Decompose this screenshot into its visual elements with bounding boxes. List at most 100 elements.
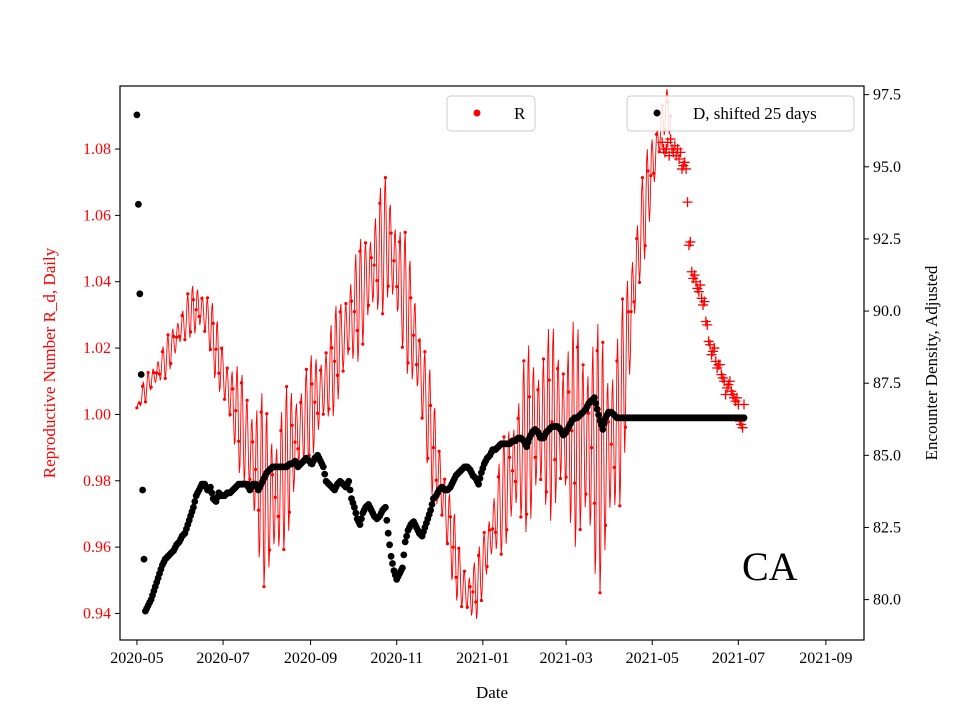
- d-point: [593, 405, 601, 413]
- r-plus-marker: [739, 399, 749, 410]
- r-point: [245, 398, 249, 402]
- r-point: [149, 385, 153, 389]
- r-plus-marker: [699, 296, 710, 307]
- left-tick-label: 0.94: [83, 605, 111, 622]
- r-point: [437, 449, 441, 453]
- r-point: [556, 367, 560, 371]
- x-tick-label: 2020-09: [284, 650, 337, 667]
- r-plus-marker: [737, 422, 748, 433]
- r-point: [643, 244, 647, 248]
- right-tick-label: 85.0: [873, 447, 901, 464]
- x-axis-label: Date: [476, 683, 508, 702]
- r-point: [479, 598, 483, 603]
- r-point: [299, 400, 303, 405]
- r-point: [205, 296, 210, 300]
- r-point: [468, 585, 472, 589]
- r-point: [550, 420, 554, 424]
- r-point: [313, 400, 317, 404]
- r-point: [194, 308, 198, 312]
- r-point: [392, 259, 396, 263]
- d-point: [389, 560, 396, 567]
- r-point: [197, 314, 201, 319]
- d-point: [427, 506, 434, 514]
- d-point: [351, 503, 358, 511]
- r-plus-marker: [685, 236, 696, 247]
- r-point: [522, 359, 526, 363]
- left-tick-label: 1.04: [83, 274, 111, 291]
- r-point: [211, 321, 215, 325]
- d-point: [476, 475, 484, 482]
- r-point: [256, 508, 260, 512]
- d-point: [475, 480, 482, 488]
- d-point: [387, 552, 395, 560]
- r-point: [477, 553, 481, 558]
- d-point: [345, 477, 353, 485]
- r-point: [282, 547, 286, 552]
- legend-r-marker: [473, 109, 481, 117]
- r-point: [270, 473, 275, 477]
- r-point: [601, 340, 605, 344]
- r-point: [220, 346, 224, 350]
- r-point: [508, 455, 512, 459]
- d-point: [207, 483, 214, 491]
- r-point: [304, 367, 308, 371]
- r-point: [570, 429, 574, 433]
- r-point: [632, 300, 636, 304]
- r-point: [228, 413, 232, 417]
- d-point: [140, 555, 148, 563]
- d-point: [321, 470, 329, 478]
- r-point: [513, 479, 517, 484]
- legend-r-label: R: [514, 104, 526, 123]
- d-point: [319, 463, 327, 471]
- r-point: [231, 387, 235, 391]
- r-point: [595, 349, 599, 353]
- r-point: [349, 299, 354, 303]
- r-point: [519, 515, 523, 519]
- right-tick-label: 87.5: [873, 375, 901, 392]
- d-point: [384, 529, 392, 537]
- r-point: [225, 366, 229, 370]
- r-point: [293, 440, 297, 444]
- d-point: [401, 538, 409, 546]
- d-point: [403, 532, 410, 540]
- legend-d: D, shifted 25 days: [626, 95, 855, 132]
- r-point: [618, 504, 622, 508]
- r-point: [637, 280, 642, 284]
- left-y-axis-label: Reproductive Number R_d, Daily: [40, 247, 59, 478]
- r-point: [623, 425, 628, 429]
- r-point: [146, 371, 150, 375]
- r-point: [296, 447, 300, 451]
- r-point: [649, 174, 653, 178]
- r-point: [431, 446, 435, 450]
- r-plus-marker: [702, 319, 713, 330]
- r-point: [177, 334, 181, 339]
- r-point: [609, 442, 613, 446]
- r-point: [143, 400, 147, 404]
- r-point: [163, 376, 167, 380]
- r-point: [375, 279, 379, 283]
- r-point: [381, 312, 385, 316]
- r-plus-marker: [695, 280, 706, 291]
- d-point: [592, 400, 600, 407]
- r-point: [174, 335, 179, 339]
- r-point: [135, 406, 139, 410]
- r-point: [383, 176, 387, 180]
- r-point: [536, 388, 540, 392]
- r-point: [626, 310, 630, 314]
- r-point: [654, 132, 659, 136]
- legend-r: R: [446, 95, 536, 132]
- r-point: [186, 292, 190, 296]
- r-point: [505, 528, 509, 532]
- r-point: [488, 528, 492, 532]
- r-point: [635, 237, 639, 241]
- r-point: [386, 284, 390, 288]
- r-point: [183, 338, 187, 342]
- r-point: [539, 477, 543, 482]
- r-point: [561, 372, 565, 376]
- r-point: [621, 297, 625, 301]
- r-point: [606, 420, 611, 424]
- d-point: [599, 426, 607, 433]
- r-point: [527, 395, 532, 399]
- r-point: [581, 363, 585, 367]
